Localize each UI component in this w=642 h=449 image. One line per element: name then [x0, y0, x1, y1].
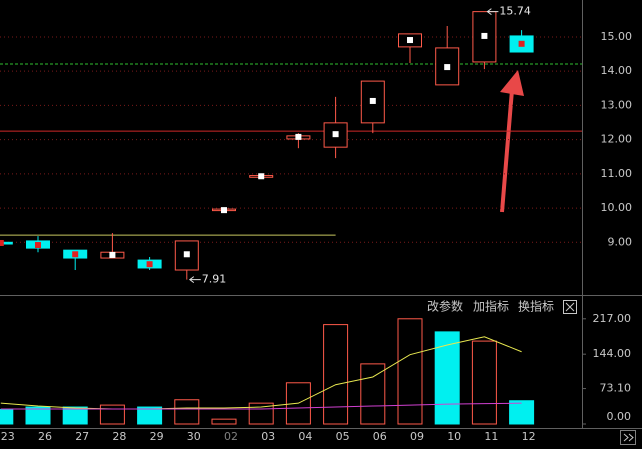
toolbar-button[interactable]: 加指标: [473, 299, 509, 314]
volume-bar: [174, 399, 200, 425]
candle-marker: [146, 261, 153, 268]
x-tick-label: 26: [38, 430, 52, 443]
volume-bar: [434, 331, 460, 425]
volume-bar: [471, 340, 497, 425]
candle-marker: [369, 97, 376, 104]
candle-marker: [221, 207, 227, 214]
x-tick-label: 03: [261, 430, 275, 443]
volume-bar: [137, 406, 163, 425]
annotation-arrow: [486, 8, 499, 16]
candle-marker: [35, 242, 41, 249]
y-tick-label: 15.00: [601, 30, 633, 43]
annotation-label: 15.74: [499, 5, 531, 18]
x-tick-label: 04: [298, 430, 312, 443]
annotation-arrow: [188, 276, 201, 283]
close-button[interactable]: [563, 300, 577, 314]
y-tick-label: 12.00: [601, 133, 633, 146]
x-tick-label: 29: [150, 430, 164, 443]
toolbar-button[interactable]: 改参数: [427, 299, 463, 314]
y-tick-label: 9.00: [608, 235, 633, 248]
volume-bar: [62, 406, 88, 425]
scroll-button[interactable]: [620, 430, 636, 445]
x-tick-label: 28: [112, 430, 126, 443]
x-tick-label: 05: [336, 430, 350, 443]
toolbar-button[interactable]: 换指标: [518, 299, 554, 314]
highlight-arrow: [500, 70, 524, 213]
volume-bar: [323, 324, 349, 425]
y-tick-label: 0.00: [607, 410, 632, 423]
x-tick-label: 12: [522, 430, 536, 443]
volume-bar: [99, 404, 125, 425]
candle-marker: [481, 32, 488, 39]
candle-marker: [295, 133, 302, 140]
candle-marker: [258, 173, 265, 180]
x-tick-label: 02: [224, 430, 238, 443]
y-tick-label: 73.10: [600, 382, 632, 395]
x-tick-label: 23: [1, 430, 15, 443]
volume-bar: [0, 408, 14, 425]
y-tick-label: 14.00: [601, 64, 633, 77]
y-tick-label: 144.00: [593, 347, 632, 360]
candle-marker: [183, 251, 190, 258]
candle-marker: [0, 239, 4, 246]
candle-marker: [518, 40, 525, 47]
volume-bar: [360, 363, 386, 425]
volume-bar: [211, 418, 237, 425]
volume-average-line: [0, 336, 522, 410]
x-tick-label: 09: [410, 430, 424, 443]
candle-marker: [332, 131, 339, 138]
candle-marker: [72, 251, 79, 258]
x-tick-label: 27: [75, 430, 89, 443]
y-tick-label: 11.00: [601, 167, 633, 180]
x-tick-label: 06: [373, 430, 387, 443]
volume-average-line: [0, 402, 522, 410]
x-tick-label: 10: [447, 430, 461, 443]
x-tick-label: 30: [187, 430, 201, 443]
y-tick-label: 10.00: [601, 201, 633, 214]
candle-marker: [444, 64, 451, 71]
volume-bar: [25, 406, 51, 425]
candle-marker: [407, 37, 413, 44]
volume-bar: [509, 400, 535, 425]
y-tick-label: 217.00: [593, 312, 632, 325]
candle-marker: [109, 251, 116, 258]
x-tick-label: 11: [484, 430, 498, 443]
y-tick-label: 13.00: [601, 98, 633, 111]
annotation-label: 7.91: [202, 273, 227, 286]
volume-bar: [397, 318, 423, 425]
